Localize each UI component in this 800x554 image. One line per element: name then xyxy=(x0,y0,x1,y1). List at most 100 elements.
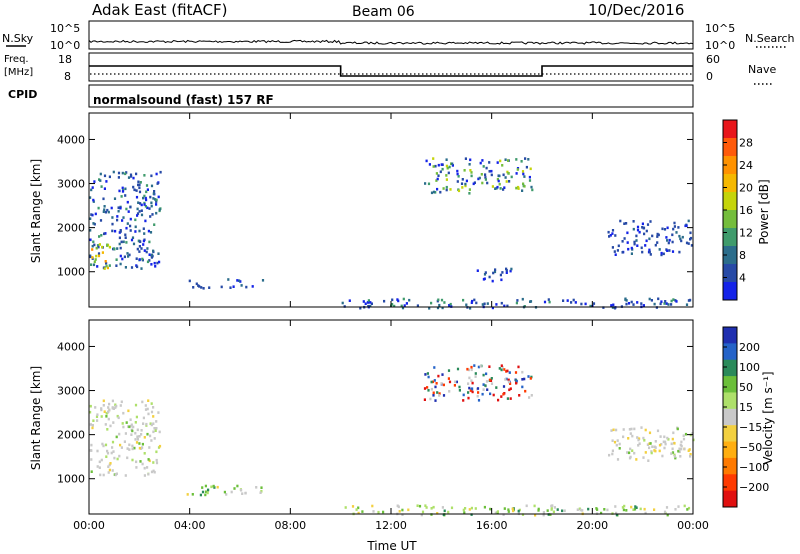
data-cell xyxy=(646,443,649,446)
data-cell xyxy=(635,234,638,238)
data-cell xyxy=(154,198,157,201)
data-cell xyxy=(260,490,263,493)
data-cell xyxy=(156,261,159,265)
data-cell xyxy=(653,508,656,511)
data-cell xyxy=(485,380,489,383)
colorbar-band xyxy=(723,408,737,426)
data-cell xyxy=(483,302,486,306)
colorbar-tick-label: 28 xyxy=(739,137,753,150)
data-cell xyxy=(89,410,92,414)
data-cell xyxy=(509,382,512,385)
freq-left-tick-top: 18 xyxy=(58,53,72,66)
data-cell xyxy=(630,300,633,304)
data-cell xyxy=(89,238,92,242)
colorbar-band xyxy=(723,490,737,508)
y-tick-label: 4000 xyxy=(57,340,85,353)
data-cell xyxy=(370,302,373,305)
data-cell xyxy=(641,222,644,226)
data-cell xyxy=(144,404,147,407)
data-cell xyxy=(143,194,146,198)
data-cell xyxy=(515,158,518,161)
sky-left-label: N.Sky xyxy=(2,32,34,45)
data-cell xyxy=(367,304,370,308)
data-cell xyxy=(112,170,115,174)
data-cell xyxy=(152,461,155,464)
data-cell xyxy=(119,254,122,258)
data-cell xyxy=(200,286,203,289)
data-cell xyxy=(485,166,488,170)
data-cell xyxy=(260,486,263,489)
data-cell xyxy=(496,185,499,189)
data-cell xyxy=(134,421,137,424)
data-cell xyxy=(615,511,618,515)
colorbar-band xyxy=(723,228,737,247)
data-cell xyxy=(366,301,369,304)
data-cell xyxy=(116,414,119,418)
data-cell xyxy=(91,424,94,427)
data-cell xyxy=(398,510,401,513)
data-cell xyxy=(504,176,507,179)
data-cell xyxy=(485,372,488,376)
data-cell xyxy=(648,446,651,450)
data-cell xyxy=(428,163,431,166)
data-cell xyxy=(618,447,621,450)
data-cell xyxy=(592,302,596,305)
data-cell xyxy=(146,466,149,469)
data-cell xyxy=(139,240,142,243)
data-cell xyxy=(147,229,150,233)
data-cell xyxy=(132,425,135,429)
data-cell xyxy=(359,306,362,310)
data-cell xyxy=(136,247,139,251)
data-cell xyxy=(369,304,372,308)
data-cell xyxy=(436,391,439,394)
data-cell xyxy=(643,232,646,236)
data-cell xyxy=(150,410,154,414)
data-cell xyxy=(140,247,143,250)
data-cell xyxy=(135,466,138,469)
data-cell xyxy=(447,171,450,175)
data-cell xyxy=(561,509,564,513)
data-cell xyxy=(515,186,518,190)
data-cell xyxy=(651,234,654,238)
data-cell xyxy=(542,513,545,517)
data-cell xyxy=(522,182,525,186)
data-cell xyxy=(443,509,446,513)
data-cell xyxy=(186,493,189,496)
data-cell xyxy=(251,285,254,288)
data-cell xyxy=(645,239,648,243)
data-cell xyxy=(133,188,136,192)
data-cell xyxy=(430,301,433,305)
data-cell xyxy=(150,439,153,442)
data-cell xyxy=(138,186,141,190)
data-cell xyxy=(440,382,443,385)
data-cell xyxy=(679,443,682,447)
data-cell xyxy=(238,279,241,282)
data-cell xyxy=(126,222,129,225)
data-cell xyxy=(632,220,635,223)
data-cell xyxy=(148,459,151,463)
data-cell xyxy=(98,235,101,238)
data-cell xyxy=(213,486,216,489)
data-cell xyxy=(149,422,152,425)
data-cell xyxy=(622,435,625,439)
data-cell xyxy=(456,172,459,176)
data-cell xyxy=(119,404,122,407)
data-cell xyxy=(476,394,479,398)
data-cell xyxy=(433,379,436,382)
data-cell xyxy=(515,381,518,385)
data-cell xyxy=(106,451,110,455)
colorbar-band xyxy=(723,359,737,377)
data-cell xyxy=(616,458,620,461)
data-cell xyxy=(124,194,127,197)
data-cell xyxy=(550,508,553,511)
data-cell xyxy=(103,187,106,190)
colorbar-band xyxy=(723,441,737,459)
data-cell xyxy=(680,440,683,444)
data-cell xyxy=(689,236,693,240)
data-cell xyxy=(668,238,671,242)
data-cell xyxy=(155,198,158,202)
data-cell xyxy=(445,158,448,161)
data-cell xyxy=(121,257,124,261)
data-cell xyxy=(460,182,464,185)
data-cell xyxy=(111,469,114,472)
